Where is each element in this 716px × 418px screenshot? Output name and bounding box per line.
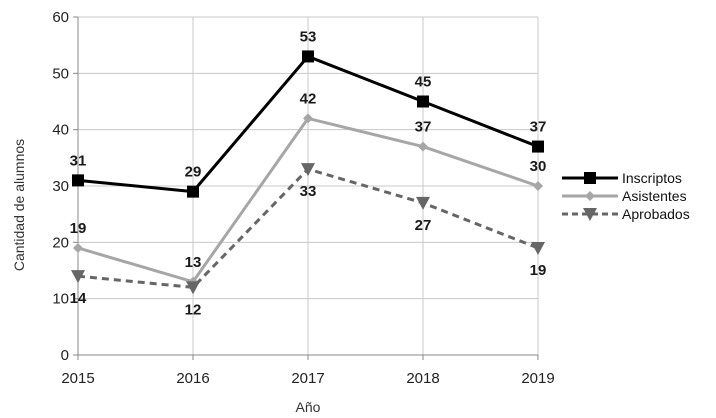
y-tick-label: 30: [52, 178, 69, 195]
data-point-aprobados: [71, 270, 85, 284]
data-label-asistentes: 37: [415, 119, 432, 136]
series-group: [71, 50, 545, 295]
x-axis-ticks: 2015 2016 2017 2018 2019: [61, 370, 554, 387]
data-point-asistentes: [533, 181, 543, 191]
legend-marker-aprobados: [583, 208, 597, 221]
data-point-aprobados: [186, 281, 200, 295]
y-axis-ticks: 0 10 20 30 40 50 60: [52, 9, 69, 364]
data-label-inscriptos: 29: [185, 164, 202, 181]
data-label-asistentes: 42: [300, 90, 317, 107]
data-point-aprobados: [531, 241, 545, 255]
data-label-asistentes: 30: [530, 158, 547, 175]
y-tick-label: 20: [52, 234, 69, 251]
y-tick-label: 40: [52, 122, 69, 139]
data-label-inscriptos: 53: [300, 28, 317, 45]
x-tick-label: 2019: [521, 370, 554, 387]
data-label-aprobados: 27: [415, 217, 432, 234]
y-axis-title: Cantidad de alumnos: [11, 139, 27, 271]
legend-label-inscriptos: Inscriptos: [622, 170, 682, 186]
data-point-inscriptos: [532, 140, 544, 153]
data-label-aprobados: 12: [185, 301, 202, 318]
legend-label-asistentes: Asistentes: [622, 188, 687, 204]
data-label-inscriptos: 37: [530, 119, 547, 136]
legend-marker-inscriptos: [584, 172, 596, 184]
data-point-aprobados: [416, 196, 430, 210]
y-tick-label: 10: [52, 291, 69, 308]
data-point-inscriptos: [302, 50, 314, 63]
data-label-aprobados: 19: [530, 262, 547, 279]
legend-marker-asistentes: [585, 191, 595, 201]
data-label-inscriptos: 31: [70, 152, 87, 169]
y-tick-label: 50: [52, 65, 69, 82]
data-label-asistentes: 19: [70, 220, 87, 237]
data-label-aprobados: 14: [70, 290, 87, 307]
legend-label-aprobados: Aprobados: [622, 206, 690, 222]
data-label-asistentes: 13: [185, 254, 202, 271]
x-tick-label: 2015: [61, 370, 94, 387]
data-point-inscriptos: [72, 174, 84, 187]
data-point-aprobados: [301, 163, 315, 177]
y-tick-label: 0: [61, 347, 69, 364]
data-point-asistentes: [73, 242, 83, 253]
legend: Inscriptos Asistentes Aprobados: [562, 170, 690, 222]
x-axis-title: Año: [296, 399, 321, 415]
data-labels: 31 29 53 45 37 19 13 42 37 30 14 12 33 27 19: [70, 28, 547, 318]
data-label-aprobados: 33: [300, 183, 317, 200]
x-tick-label: 2018: [406, 370, 439, 387]
data-point-asistentes: [303, 113, 313, 124]
y-tick-label: 60: [52, 9, 69, 26]
x-tick-label: 2016: [176, 370, 209, 387]
data-point-inscriptos: [417, 95, 429, 108]
data-point-asistentes: [418, 141, 428, 152]
data-label-inscriptos: 45: [415, 74, 432, 91]
x-tick-label: 2017: [291, 370, 324, 387]
data-point-inscriptos: [187, 185, 199, 198]
